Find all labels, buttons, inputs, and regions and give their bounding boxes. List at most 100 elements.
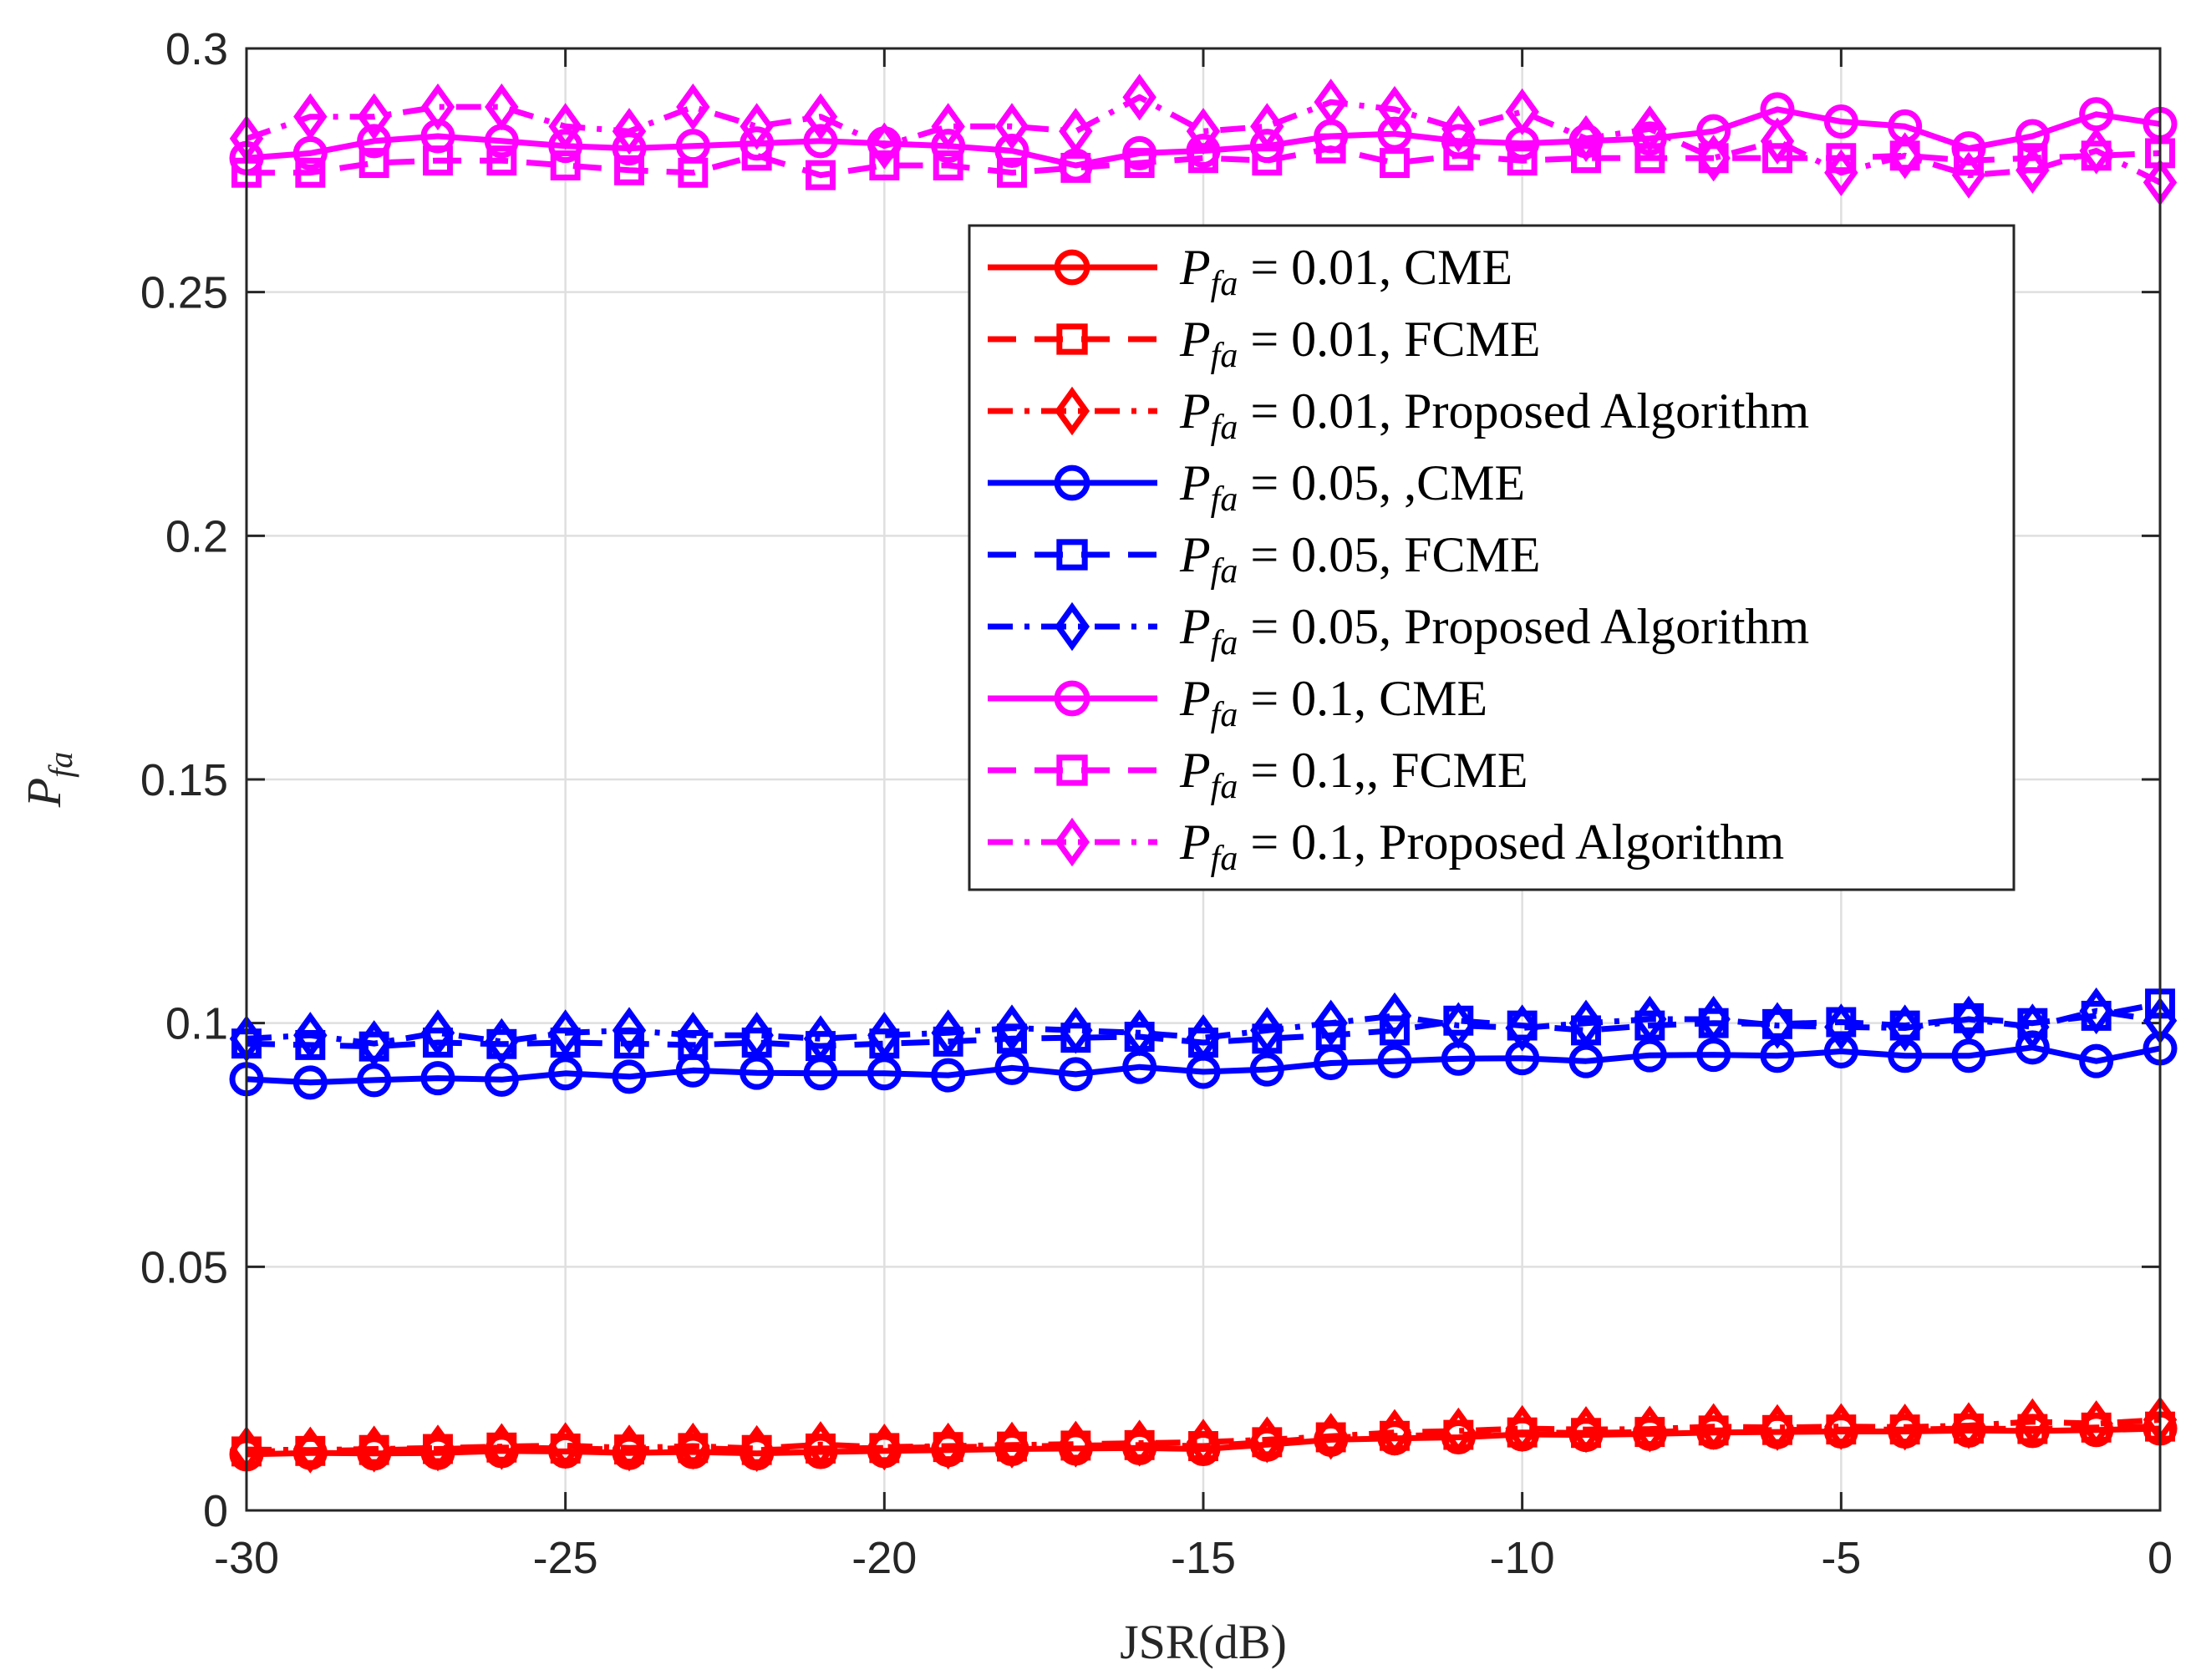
data-point [358,148,389,179]
data-point [1250,1416,1284,1464]
data-point [1633,105,1667,153]
series-line [246,1044,2161,1086]
data-point [676,83,710,131]
data-point [420,83,455,131]
series-3 [229,1396,2178,1474]
data-point [1505,88,1539,135]
plot-area-border [245,47,2162,1512]
data-point [994,1421,1029,1469]
data-point [678,157,709,188]
legend-entry: Pfa = 0.1, CME [988,671,1487,734]
data-point [1058,1057,1093,1092]
series-line [246,1424,2161,1454]
data-point [931,103,965,150]
data-point [357,1425,391,1473]
data-point [1568,1043,1604,1079]
legend-label: Pfa = 0.05, Proposed Algorithm [1179,599,1809,662]
data-point [1505,1404,1539,1453]
data-point [931,129,966,164]
data-point [2079,987,2113,1035]
data-point [1122,1009,1156,1057]
y-tick-label: 0.3 [165,24,228,74]
data-point [550,150,581,180]
legend-marker [1056,539,1088,571]
data-point [803,93,838,140]
legend-label: Pfa = 0.01, Proposed Algorithm [1179,383,1809,447]
data-point [1633,1405,1667,1453]
data-point [2017,143,2048,174]
data-point [548,129,583,164]
data-point [867,1056,902,1091]
data-point [806,160,836,190]
x-tick-label: -15 [1171,1533,1236,1583]
data-point [2016,1398,2050,1445]
x-tick-label: -30 [214,1533,279,1583]
data-point [867,122,902,170]
legend-marker [1054,601,1090,652]
data-point [1696,135,1731,182]
data-point [1824,1403,1858,1450]
legend-entry: Pfa = 0.05, ,CME [988,455,1525,519]
legend-marker [1054,386,1090,436]
data-point [869,150,900,180]
data-point [931,1009,965,1057]
data-point [1186,1014,1221,1062]
x-axis-title: JSR(dB) [1120,1615,1287,1669]
data-point [295,157,326,188]
data-point [997,157,1027,188]
data-point [803,1421,838,1469]
data-point [1377,85,1412,134]
data-point [1059,1007,1093,1054]
legend-label: Pfa = 0.1,, FCME [1179,743,1528,806]
x-tick-label: -10 [1490,1533,1555,1583]
legend-label: Pfa = 0.05, FCME [1179,527,1541,591]
data-point [1377,1408,1412,1456]
data-point [612,1424,647,1472]
data-point [423,145,453,176]
data-point [420,1061,455,1096]
legend-label: Pfa = 0.01, CME [1179,240,1512,303]
data-point [1568,999,1604,1047]
y-tick-label: 0.1 [165,999,228,1049]
data-point [1380,148,1410,179]
legend-marker [1054,680,1090,717]
data-point [1315,133,1346,164]
data-point [548,103,582,150]
y-tick-label: 0 [203,1486,228,1536]
data-point [2079,1400,2113,1448]
data-point [867,1012,902,1059]
legend-label: Pfa = 0.01, FCME [1179,312,1541,375]
x-tick-label: 0 [2148,1533,2173,1583]
y-tick-label: 0.2 [165,511,228,561]
data-point [1823,1034,1858,1068]
legend-entry: Pfa = 0.01, CME [988,240,1512,303]
data-point [1250,103,1284,150]
data-point [485,1423,519,1470]
data-point [1824,1003,1858,1051]
data-point [803,124,838,159]
data-point [1377,116,1412,151]
data-point [357,124,392,159]
data-point [2079,127,2113,175]
data-point [1441,105,1476,153]
y-tick-label: 0.25 [140,268,228,318]
legend-entry: Pfa = 0.05, FCME [988,527,1541,591]
data-point [357,93,391,140]
data-point [1059,1420,1093,1468]
data-point [740,1012,774,1059]
data-point [1951,995,1986,1043]
y-tick-label: 0.15 [140,755,228,805]
data-point [484,1062,519,1097]
data-point [2079,1043,2114,1079]
data-point [1380,1015,1410,1046]
data-point [1823,104,1858,139]
data-point [1122,1419,1156,1467]
x-tick-label: -5 [1821,1533,1861,1583]
data-point [740,103,774,150]
legend-label: Pfa = 0.1, Proposed Algorithm [1179,815,1784,878]
legend-entry: Pfa = 0.05, Proposed Algorithm [988,599,1809,662]
data-point [1377,1043,1412,1079]
y-axis-title: Pfa [17,752,79,809]
series-line [246,1007,2161,1047]
data-point [292,1065,328,1100]
